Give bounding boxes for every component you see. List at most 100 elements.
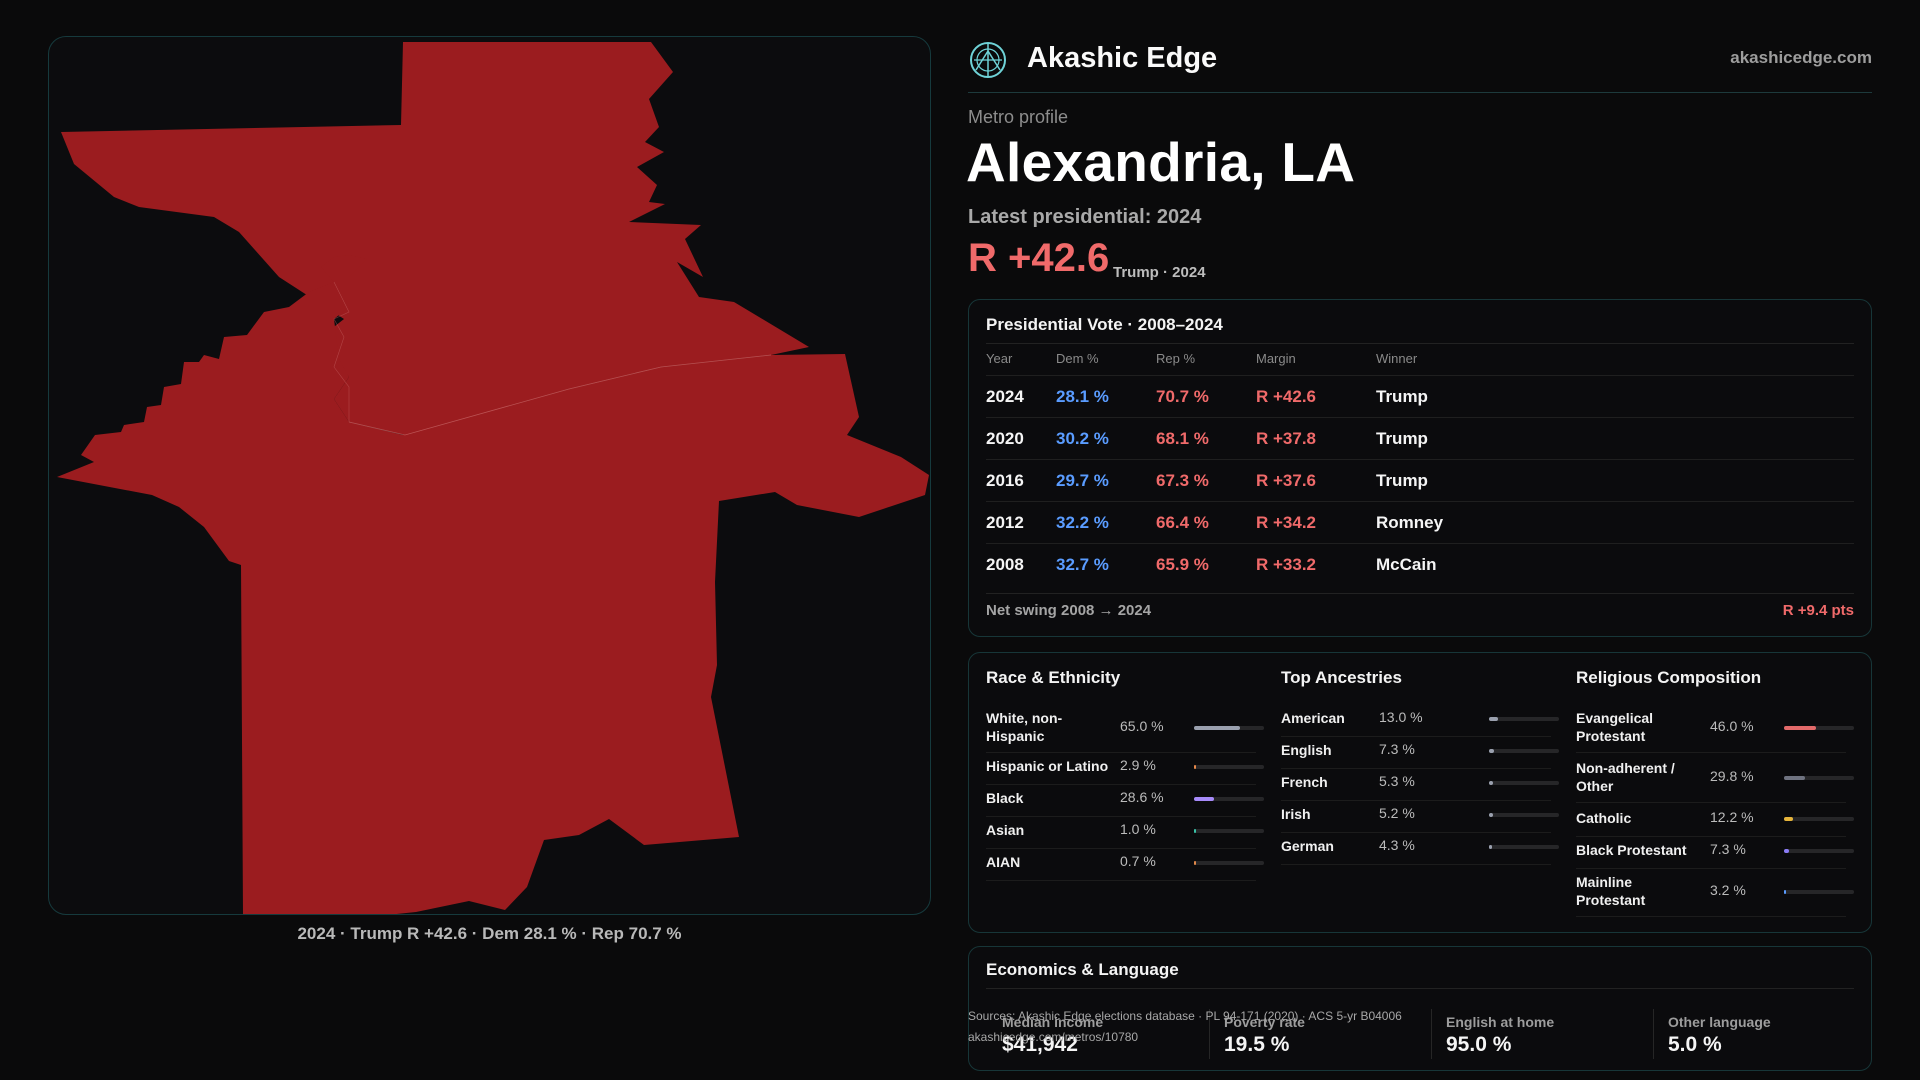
stat-row[interactable]: Hispanic or Latino 2.9 % (986, 753, 1264, 785)
stat-bar-track (1194, 765, 1264, 769)
stat-row[interactable]: Irish 5.2 % (1281, 801, 1559, 833)
stat-bar-fill (1489, 717, 1499, 721)
stat-row[interactable]: Black Protestant 7.3 % (1576, 837, 1854, 869)
headline-margin-sub: Trump · 2024 (1113, 264, 1206, 281)
table-row[interactable]: 2020 30.2 % 68.1 % R +37.8 Trump (986, 417, 1854, 459)
presidential-card-title: Presidential Vote · 2008–2024 (986, 315, 1223, 334)
stat-row-value: 3.2 % (1710, 882, 1746, 898)
latest-presidential-label: Latest presidential: 2024 (968, 206, 1202, 228)
stat-bar-track (1489, 717, 1559, 721)
cell-rep: 68.1 % (1156, 429, 1209, 448)
sources-line: Sources: Akashic Edge elections database… (968, 1009, 1402, 1023)
stat-row-label: Mainline Protestant (1576, 874, 1646, 908)
brand-url-link[interactable]: akashicedge.com (1730, 48, 1872, 67)
stat-bar-track (1194, 829, 1264, 833)
stat-row-label: Asian (986, 822, 1025, 838)
page-kicker: Metro profile (968, 107, 1069, 127)
cell-rep: 70.7 % (1156, 387, 1209, 406)
stat-row[interactable]: AIAN 0.7 % (986, 849, 1264, 881)
col-header-dem: Dem % (1056, 351, 1099, 366)
stat-separator (1653, 1009, 1654, 1059)
cell-rep: 67.3 % (1156, 471, 1209, 490)
demographics-card: Race & Ethnicity White, non-Hispanic 65.0… (968, 652, 1872, 933)
county-shape-north[interactable] (61, 42, 809, 435)
cell-rep: 65.9 % (1156, 555, 1209, 574)
ancestry-title: Top Ancestries (1281, 668, 1402, 687)
cell-winner: Romney (1376, 513, 1444, 532)
stat-row-value: 13.0 % (1379, 709, 1423, 725)
stat-row-value: 5.2 % (1379, 805, 1415, 821)
table-row[interactable]: 2024 28.1 % 70.7 % R +42.6 Trump (986, 375, 1854, 417)
stat-bar-fill (1489, 749, 1495, 753)
stat-english-at-home: English at home 95.0 % (1431, 1006, 1631, 1061)
stat-bar-fill (1784, 849, 1790, 853)
stat-bar-fill (1194, 829, 1196, 833)
stat-row[interactable]: Black 28.6 % (986, 785, 1264, 817)
county-shape-south[interactable] (57, 255, 929, 915)
net-swing-value: R +9.4 pts (1782, 602, 1854, 619)
stat-row[interactable]: Mainline Protestant 3.2 % (1576, 869, 1854, 917)
cell-margin: R +34.2 (1256, 513, 1317, 532)
stat-bar-track (1489, 845, 1559, 849)
stat-row[interactable]: Asian 1.0 % (986, 817, 1264, 849)
stat-bar-track (1784, 726, 1854, 730)
stat-row-label: Catholic (1576, 810, 1632, 826)
stat-label: Poverty rate (1224, 1014, 1305, 1030)
economics-card: Economics & Language Median income $41,9… (968, 946, 1872, 1071)
stat-bar-fill (1489, 781, 1493, 785)
stat-label: Other language (1668, 1014, 1771, 1030)
table-row[interactable]: 2008 32.7 % 65.9 % R +33.2 McCain (986, 543, 1854, 585)
stat-row-label: White, non-Hispanic (986, 710, 1063, 744)
stat-row[interactable]: Catholic 12.2 % (1576, 805, 1854, 837)
race-title: Race & Ethnicity (986, 668, 1121, 687)
stat-value: 5.0 % (1668, 1033, 1722, 1056)
stat-bar-track (1489, 749, 1559, 753)
stat-row-label: American (1281, 710, 1345, 726)
cell-dem: 28.1 % (1056, 387, 1109, 406)
stat-bar-fill (1784, 726, 1817, 730)
stat-row[interactable]: White, non-Hispanic 65.0 % (986, 705, 1264, 753)
stat-row[interactable]: Non-adherent / Other 29.8 % (1576, 755, 1854, 803)
stat-bar-track (1489, 781, 1559, 785)
table-row[interactable]: 2012 32.2 % 66.4 % R +34.2 Romney (986, 501, 1854, 543)
table-row[interactable]: 2016 29.7 % 67.3 % R +37.6 Trump (986, 459, 1854, 501)
stat-other-language: Other language 5.0 % (1653, 1006, 1853, 1061)
stat-bar-track (1784, 776, 1854, 780)
stat-row[interactable]: American 13.0 % (1281, 705, 1559, 737)
stat-row-value: 65.0 % (1120, 718, 1164, 734)
stat-row[interactable]: Evangelical Protestant 46.0 % (1576, 705, 1854, 753)
stat-bar-fill (1194, 765, 1197, 769)
stat-row-label: Non-adherent / Other (1576, 760, 1675, 794)
divider (986, 988, 1854, 989)
compass-rose-icon[interactable] (968, 40, 1008, 80)
stat-row[interactable]: English 7.3 % (1281, 737, 1559, 769)
stat-poverty-rate: Poverty rate 19.5 % (1209, 1006, 1409, 1061)
brand-header: Akashic Edge akashicedge.com (968, 36, 1872, 93)
stat-label: Median income (1002, 1014, 1104, 1030)
page-title: Alexandria, LA (966, 131, 1356, 193)
cell-winner: Trump (1376, 387, 1428, 406)
stat-row-label: French (1281, 774, 1328, 790)
cell-margin: R +37.8 (1256, 429, 1317, 448)
presidential-vote-card: Presidential Vote · 2008–2024 Year Dem %… (968, 299, 1872, 637)
ancestry-column: Top Ancestries American 13.0 % English 7.3 … (1281, 653, 1559, 933)
stat-row-value: 46.0 % (1710, 718, 1754, 734)
brand-name[interactable]: Akashic Edge (1027, 42, 1218, 74)
cell-year: 2008 (986, 555, 1024, 574)
economics-title: Economics & Language (986, 960, 1179, 979)
metro-map[interactable] (48, 36, 931, 915)
stat-row-value: 7.3 % (1379, 741, 1415, 757)
stat-row-label: Hispanic or Latino (986, 758, 1109, 774)
cell-dem: 30.2 % (1056, 429, 1109, 448)
county-boundary-line-west (333, 281, 350, 422)
cell-margin: R +33.2 (1256, 555, 1317, 574)
stat-row[interactable]: German 4.3 % (1281, 833, 1559, 865)
sources-link[interactable]: akashicedge.com/metros/10780 (968, 1030, 1139, 1044)
stat-row-value: 7.3 % (1710, 841, 1746, 857)
cell-winner: Trump (1376, 429, 1428, 448)
stat-row[interactable]: French 5.3 % (1281, 769, 1559, 801)
stat-value: 19.5 % (1224, 1033, 1290, 1056)
stat-row-value: 29.8 % (1710, 768, 1754, 784)
sources-note: Sources: Akashic Edge elections database… (968, 1006, 1402, 1048)
stat-bar-fill (1194, 726, 1240, 730)
